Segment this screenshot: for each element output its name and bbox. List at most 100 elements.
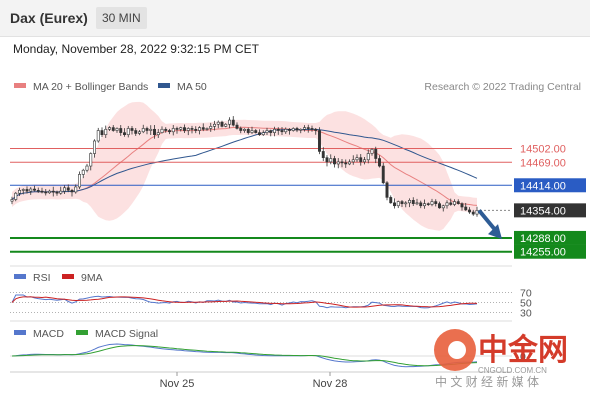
candle-body bbox=[355, 157, 359, 161]
candle-body bbox=[314, 128, 318, 131]
price-label-14255-00-box bbox=[514, 244, 586, 259]
candle-body bbox=[21, 189, 25, 191]
candle-body bbox=[171, 128, 175, 133]
candle-body bbox=[288, 128, 291, 131]
legend-label-macd: MACD bbox=[33, 328, 64, 340]
candle-body bbox=[265, 130, 269, 133]
chart-header: Dax (Eurex) 30 MIN bbox=[0, 0, 590, 37]
candle-body bbox=[303, 127, 306, 130]
candle-body bbox=[269, 130, 273, 133]
candle-body bbox=[168, 130, 171, 133]
candle-body bbox=[276, 128, 280, 131]
x-tick-label-nov-25: Nov 25 bbox=[160, 378, 195, 390]
price-label-14255-00: 14255.00 bbox=[520, 247, 566, 259]
macd-signal-line bbox=[11, 345, 478, 367]
candle-body bbox=[250, 130, 254, 133]
candle-body bbox=[145, 128, 149, 131]
legend-label-rsi-9ma: 9MA bbox=[81, 272, 103, 284]
candle-body bbox=[235, 124, 239, 129]
candle-body bbox=[153, 128, 156, 136]
candle-body bbox=[239, 128, 243, 131]
candle-body bbox=[258, 132, 261, 136]
candle-body bbox=[378, 158, 381, 167]
candle-body bbox=[381, 165, 385, 184]
candle-body bbox=[63, 187, 66, 192]
candle-body bbox=[205, 128, 209, 130]
candle-body bbox=[329, 158, 333, 163]
candle-body bbox=[134, 130, 138, 134]
candle-body bbox=[348, 161, 351, 165]
candle-body bbox=[29, 188, 33, 192]
candle-body bbox=[284, 128, 288, 133]
cngold-brand-text: 中金网 bbox=[478, 333, 568, 367]
candle-body bbox=[404, 202, 408, 205]
candle-body bbox=[411, 200, 415, 204]
candle-body bbox=[475, 210, 479, 215]
candle-body bbox=[318, 130, 321, 152]
candle-body bbox=[415, 202, 419, 205]
candle-body bbox=[393, 202, 396, 207]
legend-swatch-ma50 bbox=[158, 83, 170, 88]
candle-body bbox=[389, 197, 393, 204]
price-label-14288-00: 14288.00 bbox=[520, 233, 566, 245]
candle-body bbox=[149, 128, 153, 131]
candle-body bbox=[74, 186, 78, 193]
candle-body bbox=[108, 127, 111, 130]
candle-body bbox=[123, 132, 126, 136]
candle-body bbox=[351, 159, 355, 163]
candle-body bbox=[78, 174, 81, 188]
candle-body bbox=[190, 128, 194, 130]
rsi-tick-50: 50 bbox=[520, 298, 532, 310]
legend-label-ma50: MA 50 bbox=[177, 81, 207, 93]
candle-body bbox=[408, 200, 411, 204]
candle-body bbox=[85, 165, 89, 171]
candle-body bbox=[141, 128, 145, 133]
legend-label-ma20: MA 20 + Bollinger Bands bbox=[33, 81, 148, 93]
rsi-9ma-line bbox=[11, 296, 478, 308]
candle-body bbox=[100, 130, 104, 136]
candle-body bbox=[468, 209, 471, 213]
candle-body bbox=[59, 190, 63, 194]
candle-body bbox=[70, 189, 74, 193]
candle-body bbox=[156, 132, 160, 136]
cngold-url-text: CNGOLD.COM.CN bbox=[478, 366, 547, 375]
candle-body bbox=[111, 127, 115, 131]
candle-body bbox=[198, 127, 201, 131]
candle-body bbox=[464, 206, 468, 211]
candle-body bbox=[291, 128, 295, 131]
source-credit: Research © 2022 Trading Central bbox=[424, 81, 581, 93]
legend-label-rsi: RSI bbox=[33, 272, 51, 284]
candle-body bbox=[295, 128, 299, 131]
candle-body bbox=[209, 126, 213, 129]
price-label-14288-00-box bbox=[514, 230, 586, 245]
candle-body bbox=[119, 128, 123, 133]
legend-swatch-rsi bbox=[14, 274, 26, 279]
candle-body bbox=[340, 161, 344, 164]
candle-body bbox=[273, 128, 276, 133]
candle-body bbox=[36, 189, 40, 192]
candle-body bbox=[160, 128, 164, 133]
ma50-line bbox=[11, 128, 478, 200]
price-label-14354-00: 14354.00 bbox=[520, 205, 566, 217]
candle-body bbox=[246, 128, 250, 133]
candle-body bbox=[93, 140, 96, 154]
rsi-line bbox=[11, 294, 478, 309]
candle-body bbox=[179, 127, 183, 130]
candle-body bbox=[186, 128, 190, 131]
candle-body bbox=[336, 161, 340, 165]
candle-body bbox=[374, 149, 378, 159]
legend-swatch-macd-signal bbox=[76, 330, 88, 335]
cngold-watermark bbox=[434, 329, 476, 371]
candle-body bbox=[456, 201, 460, 204]
forecast-arrow-head bbox=[488, 224, 502, 240]
legend-swatch-rsi-9ma bbox=[62, 274, 74, 279]
macd-tick-0: 0 bbox=[520, 351, 526, 363]
candle-body bbox=[423, 203, 426, 207]
candle-body bbox=[396, 201, 400, 207]
candle-body bbox=[321, 151, 325, 158]
candle-body bbox=[363, 159, 366, 163]
interval-selector[interactable]: 30 MIN bbox=[96, 7, 147, 29]
candle-body bbox=[213, 123, 216, 127]
legend-swatch-macd bbox=[14, 330, 26, 335]
candle-body bbox=[183, 127, 186, 131]
